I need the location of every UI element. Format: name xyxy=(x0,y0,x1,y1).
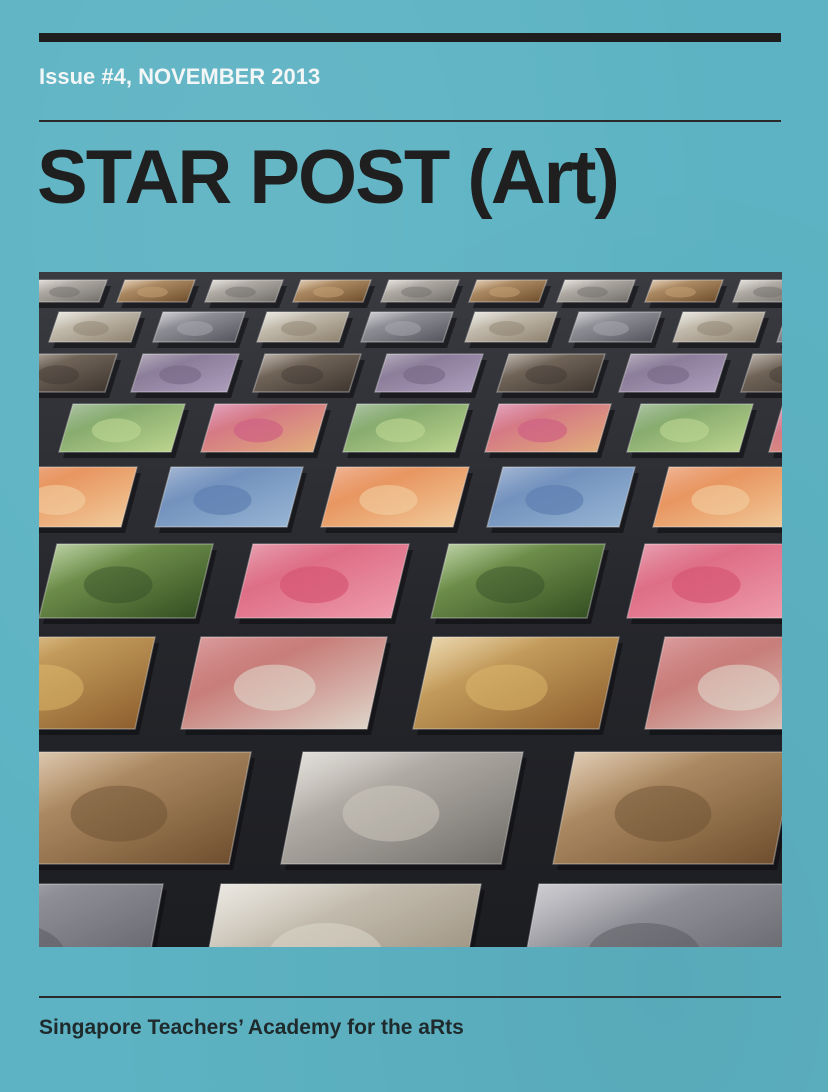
glass-tile xyxy=(486,466,639,533)
glass-tile xyxy=(644,636,782,735)
glass-tile xyxy=(154,466,307,533)
footer-divider xyxy=(39,996,781,998)
glass-tile xyxy=(768,404,782,458)
glass-tile xyxy=(39,466,141,533)
glass-tile xyxy=(359,311,457,348)
header-divider xyxy=(39,120,781,122)
glass-tile xyxy=(251,353,365,398)
glass-tile xyxy=(115,279,199,308)
glass-tile xyxy=(643,279,727,308)
glass-tile xyxy=(151,311,249,348)
glass-tile xyxy=(739,353,782,398)
glass-tile xyxy=(626,543,782,624)
glass-tile xyxy=(430,543,609,624)
glass-tile xyxy=(555,279,639,308)
glass-tile xyxy=(626,403,757,458)
glass-tile xyxy=(552,751,782,870)
glass-tile xyxy=(291,279,375,308)
glass-tile xyxy=(671,311,769,348)
glass-tile xyxy=(39,636,159,735)
magazine-title: STAR POST (Art) xyxy=(37,135,620,220)
glass-tile xyxy=(39,751,255,870)
glass-tile xyxy=(617,353,731,398)
glass-tile xyxy=(39,279,111,308)
glass-tile xyxy=(567,311,665,348)
top-thick-rule xyxy=(39,33,781,42)
glass-tile xyxy=(203,279,287,308)
glass-art-tiles-photo xyxy=(39,272,782,947)
publisher-name: Singapore Teachers’ Academy for the aRts xyxy=(39,1016,464,1039)
glass-tile xyxy=(467,279,551,308)
glass-tile xyxy=(39,353,121,398)
glass-tile xyxy=(731,279,782,308)
glass-tile xyxy=(652,466,782,533)
glass-tile xyxy=(320,466,473,533)
glass-tile xyxy=(180,636,391,735)
glass-tile xyxy=(412,636,623,735)
glass-tile xyxy=(379,279,463,308)
issue-date: Issue #4, NOVEMBER 2013 xyxy=(39,64,321,89)
glass-tile xyxy=(775,324,782,348)
glass-tile xyxy=(373,353,487,398)
glass-tile xyxy=(342,403,473,458)
glass-tile xyxy=(463,311,561,348)
glass-tile xyxy=(200,403,331,458)
glass-tile xyxy=(39,883,167,947)
glass-tile xyxy=(495,353,609,398)
glass-tile xyxy=(255,311,353,348)
glass-tile xyxy=(39,543,217,624)
glass-tile xyxy=(58,403,189,458)
glass-tile xyxy=(484,403,615,458)
glass-tile xyxy=(280,751,527,870)
glass-tile xyxy=(234,543,413,624)
glass-tile xyxy=(47,311,145,348)
cover-photo xyxy=(39,272,782,947)
glass-tile xyxy=(526,883,782,947)
glass-tile xyxy=(208,883,485,947)
glass-tile xyxy=(129,353,243,398)
